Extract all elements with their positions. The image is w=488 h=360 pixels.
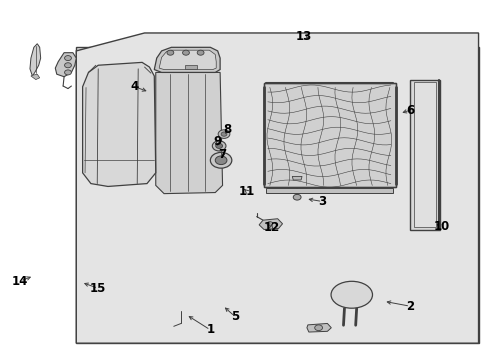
Text: 11: 11 xyxy=(238,185,255,198)
Bar xyxy=(184,65,197,69)
Bar xyxy=(264,83,395,187)
Text: 10: 10 xyxy=(433,220,449,233)
Bar xyxy=(264,83,395,187)
Circle shape xyxy=(182,50,189,55)
Circle shape xyxy=(293,194,301,200)
Polygon shape xyxy=(154,47,220,72)
Text: 12: 12 xyxy=(263,221,279,234)
Text: 2: 2 xyxy=(406,300,413,313)
Circle shape xyxy=(218,130,229,138)
Text: 14: 14 xyxy=(12,275,28,288)
Text: 5: 5 xyxy=(230,310,238,323)
Text: 8: 8 xyxy=(223,123,231,136)
Polygon shape xyxy=(30,44,41,76)
Circle shape xyxy=(64,63,71,68)
Bar xyxy=(76,47,478,343)
Circle shape xyxy=(215,143,222,148)
Circle shape xyxy=(266,222,272,226)
Bar xyxy=(413,82,435,227)
Text: 13: 13 xyxy=(295,30,311,43)
Polygon shape xyxy=(76,33,478,343)
Text: 6: 6 xyxy=(406,104,413,117)
Circle shape xyxy=(197,50,203,55)
Text: 15: 15 xyxy=(90,282,106,295)
Bar xyxy=(409,80,439,230)
Circle shape xyxy=(212,141,225,151)
Circle shape xyxy=(64,70,71,75)
Circle shape xyxy=(314,325,322,330)
Circle shape xyxy=(221,132,226,136)
Circle shape xyxy=(64,55,71,60)
Polygon shape xyxy=(259,219,282,229)
Text: 7: 7 xyxy=(218,148,226,161)
Text: 4: 4 xyxy=(130,80,139,93)
Polygon shape xyxy=(156,72,222,194)
Polygon shape xyxy=(266,188,392,193)
Text: 3: 3 xyxy=(318,195,326,208)
Text: 1: 1 xyxy=(206,323,214,336)
Polygon shape xyxy=(82,62,156,186)
Polygon shape xyxy=(31,74,40,80)
Polygon shape xyxy=(306,323,330,332)
Circle shape xyxy=(166,50,173,55)
Circle shape xyxy=(215,156,226,165)
Polygon shape xyxy=(159,50,216,69)
Circle shape xyxy=(210,152,231,168)
Polygon shape xyxy=(55,53,76,77)
Text: 9: 9 xyxy=(213,135,222,148)
Polygon shape xyxy=(292,176,302,180)
Ellipse shape xyxy=(330,281,372,308)
